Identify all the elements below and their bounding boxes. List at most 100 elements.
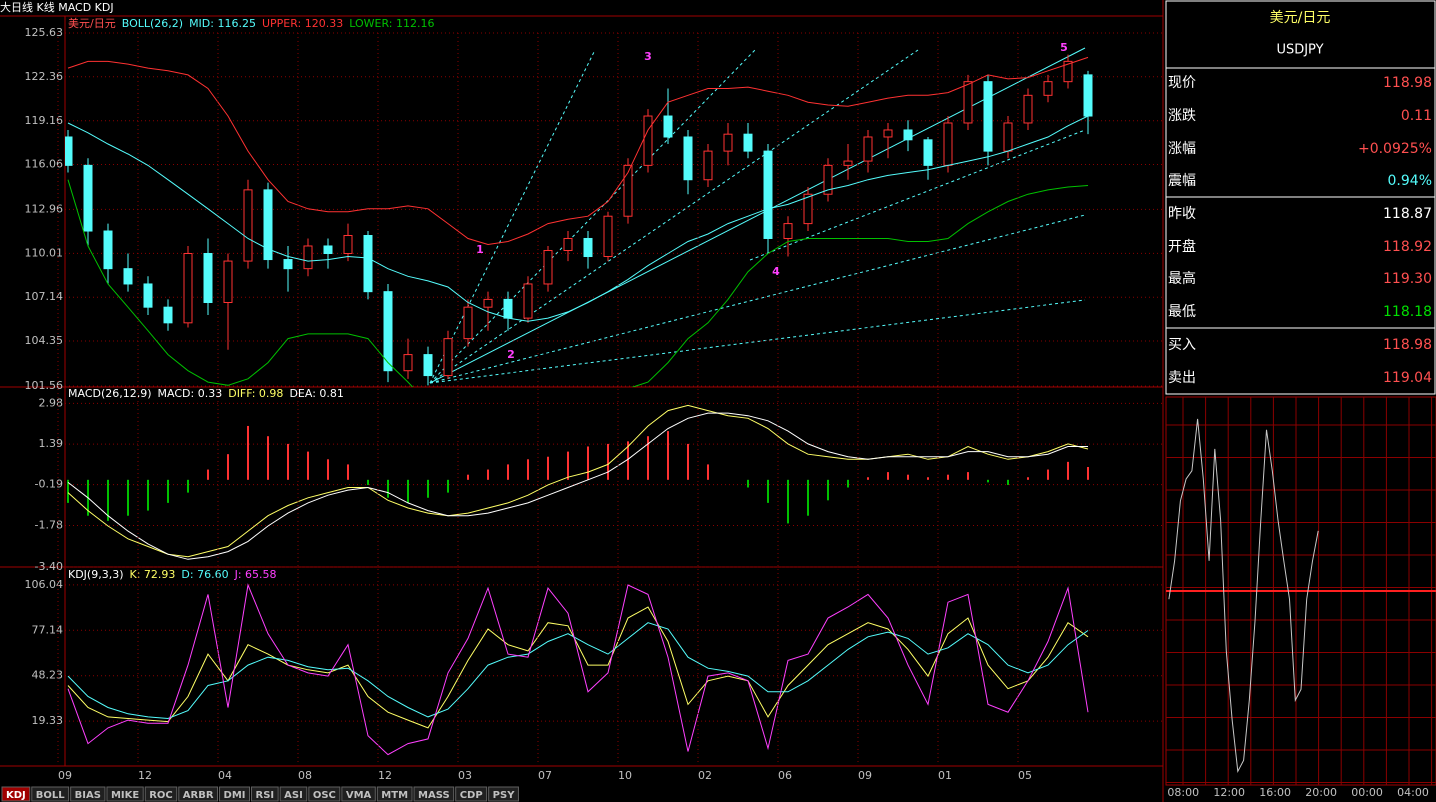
wave-label: 4 xyxy=(772,265,780,278)
boll-line xyxy=(67,115,1089,322)
tab-label[interactable]: VMA xyxy=(346,790,372,801)
candle-body xyxy=(983,81,993,152)
price-line xyxy=(1168,418,1319,773)
candle-body xyxy=(603,215,613,258)
tab[interactable]: MIKE xyxy=(106,786,144,802)
tab-bg xyxy=(413,786,455,802)
tab-label[interactable]: ARBR xyxy=(183,790,214,801)
candle-body xyxy=(203,253,213,304)
tab-bg xyxy=(488,786,519,802)
candle-body xyxy=(463,306,473,340)
tab[interactable]: KDJ xyxy=(1,786,31,802)
tab[interactable]: VMA xyxy=(341,786,376,802)
wave-label: 2 xyxy=(507,348,515,361)
y-tick-label: 1.39 xyxy=(39,437,64,450)
tab-label[interactable]: MASS xyxy=(418,790,450,801)
x-tick-label: 08 xyxy=(298,769,312,782)
legend-entry: MACD: 0.33 xyxy=(158,387,223,400)
tab-label[interactable]: ROC xyxy=(149,790,173,801)
quote-label: 最低 xyxy=(1168,304,1196,320)
candle-body xyxy=(223,260,233,304)
quote-value: 118.92 xyxy=(1383,239,1432,255)
candle-body xyxy=(703,150,713,181)
quote-label: 涨跌 xyxy=(1168,108,1196,124)
candle-body xyxy=(1023,94,1033,124)
tab-bg xyxy=(70,786,106,802)
x-tick-label: 12 xyxy=(378,769,392,782)
quote-label: 昨收 xyxy=(1168,206,1196,222)
x-tick-label: 09 xyxy=(58,769,72,782)
quote-label: 开盘 xyxy=(1168,238,1196,255)
candle-body xyxy=(663,115,673,138)
candle-body xyxy=(423,354,433,377)
candle-body xyxy=(883,129,893,138)
quote-label: 最高 xyxy=(1168,270,1196,287)
candle-body xyxy=(943,122,953,166)
tab[interactable]: ARBR xyxy=(178,786,219,802)
x-tick-label: 03 xyxy=(458,769,472,782)
y-tick-label: 101.56 xyxy=(25,379,64,392)
tab-label[interactable]: RSI xyxy=(256,790,275,801)
quote-value: 118.98 xyxy=(1383,337,1432,353)
y-tick-label: 119.16 xyxy=(25,114,64,127)
tab[interactable]: BOLL xyxy=(31,786,70,802)
y-tick-label: -3.40 xyxy=(35,560,63,573)
candle-body xyxy=(803,193,813,225)
quote-label: 涨幅 xyxy=(1168,141,1196,157)
candle-body xyxy=(483,298,493,308)
candle-body xyxy=(823,164,833,195)
tab-label[interactable]: ASI xyxy=(284,790,303,801)
tab-label[interactable]: PSY xyxy=(493,790,516,801)
candle-body xyxy=(723,133,733,152)
tab-label[interactable]: KDJ xyxy=(6,790,26,801)
quote-label: 买入 xyxy=(1168,337,1196,353)
y-tick-label: 2.98 xyxy=(39,396,64,409)
tab[interactable]: OSC xyxy=(308,786,341,802)
tab[interactable]: BIAS xyxy=(70,786,106,802)
candle-body xyxy=(363,234,373,293)
y-tick-label: 104.35 xyxy=(25,334,64,347)
tab[interactable]: MASS xyxy=(413,786,455,802)
indicator-line xyxy=(67,583,1089,756)
tab[interactable]: MTM xyxy=(376,786,413,802)
tab-label[interactable]: DMI xyxy=(224,790,246,801)
x-tick-label: 02 xyxy=(698,769,712,782)
tab-bg xyxy=(31,786,70,802)
x-tick-label: 05 xyxy=(1018,769,1032,782)
candle-body xyxy=(343,234,353,255)
tab[interactable]: CDP xyxy=(455,786,488,802)
x-tick-label: 00:00 xyxy=(1351,786,1383,799)
tab-label[interactable]: OSC xyxy=(313,790,336,801)
boll-line xyxy=(67,179,1089,387)
x-tick-label: 10 xyxy=(618,769,632,782)
y-tick-label: -0.19 xyxy=(35,478,63,491)
candle-body xyxy=(743,133,753,152)
quote-value: 119.04 xyxy=(1383,370,1432,386)
candle-body xyxy=(103,230,113,270)
candle-body xyxy=(1063,60,1073,83)
wave-label: 3 xyxy=(644,50,652,63)
tab-bg xyxy=(106,786,144,802)
y-tick-label: 77.14 xyxy=(32,623,64,636)
tab-label[interactable]: CDP xyxy=(460,790,483,801)
candle-body xyxy=(843,160,853,166)
tab[interactable]: ROC xyxy=(144,786,178,802)
legend-entry: MID: 116.25 xyxy=(189,17,256,30)
candle-body xyxy=(643,115,653,166)
tab-label[interactable]: MIKE xyxy=(111,790,139,801)
legend-entry: DIFF: 0.98 xyxy=(228,387,283,400)
tab[interactable]: DMI xyxy=(219,786,251,802)
candle-body xyxy=(163,306,173,324)
x-tick-label: 12:00 xyxy=(1213,786,1245,799)
tab-label[interactable]: BIAS xyxy=(75,790,101,801)
indicator-lines xyxy=(67,583,1089,756)
tab-label[interactable]: BOLL xyxy=(36,790,65,801)
legend-title: MACD(26,12,9) xyxy=(68,387,152,400)
tab[interactable]: ASI xyxy=(279,786,308,802)
candle-body xyxy=(263,189,273,261)
tab[interactable]: RSI xyxy=(251,786,279,802)
tab[interactable]: PSY xyxy=(488,786,519,802)
tab-bg xyxy=(455,786,488,802)
candle-body xyxy=(783,223,793,239)
tab-label[interactable]: MTM xyxy=(381,790,408,801)
